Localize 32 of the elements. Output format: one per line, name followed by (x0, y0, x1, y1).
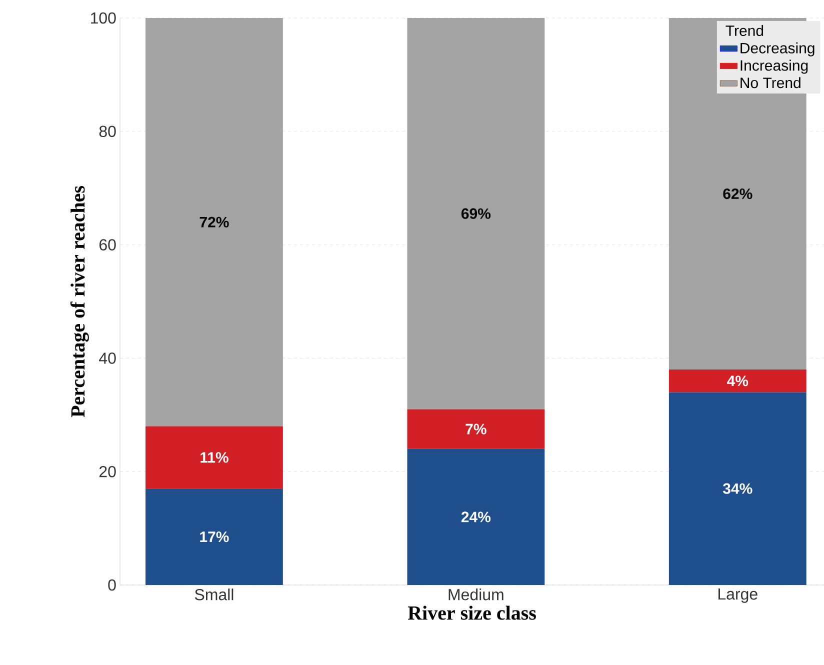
legend-title: Trend (726, 25, 764, 36)
y-tick-label: 80 (99, 126, 116, 138)
x-tick-label: Large (718, 588, 758, 603)
bar (146, 488, 283, 585)
x-axis-title: River size class (408, 606, 536, 620)
bar (407, 18, 545, 410)
bar (668, 392, 806, 585)
bar (407, 409, 545, 449)
data-label: 34% (722, 483, 752, 494)
data-label: 11% (200, 452, 228, 463)
legend-label: Decreasing (740, 42, 814, 56)
data-label: 17% (200, 532, 229, 542)
legend-label: No Trend (740, 77, 800, 88)
bar (668, 370, 806, 392)
data-label: 72% (200, 216, 229, 228)
bar (407, 448, 545, 585)
y-tick-label: 60 (99, 239, 116, 250)
x-tick-label: Medium (448, 588, 504, 600)
y-tick-label: 100 (90, 12, 116, 24)
y-tick-label: 20 (99, 466, 116, 478)
y-tick-label: 0 (108, 579, 116, 591)
legend-label: Increasing (740, 60, 808, 74)
data-label: 24% (461, 512, 491, 522)
bar (146, 426, 283, 489)
y-tick-label: 40 (99, 352, 116, 364)
data-label: 62% (723, 188, 752, 200)
bar (146, 18, 283, 426)
data-label: 69% (461, 208, 491, 219)
x-tick-label: Small (194, 588, 234, 600)
data-label: 4% (727, 376, 748, 386)
y-axis-title: Percentage of river reaches (70, 186, 89, 418)
data-label: 7% (466, 424, 486, 434)
